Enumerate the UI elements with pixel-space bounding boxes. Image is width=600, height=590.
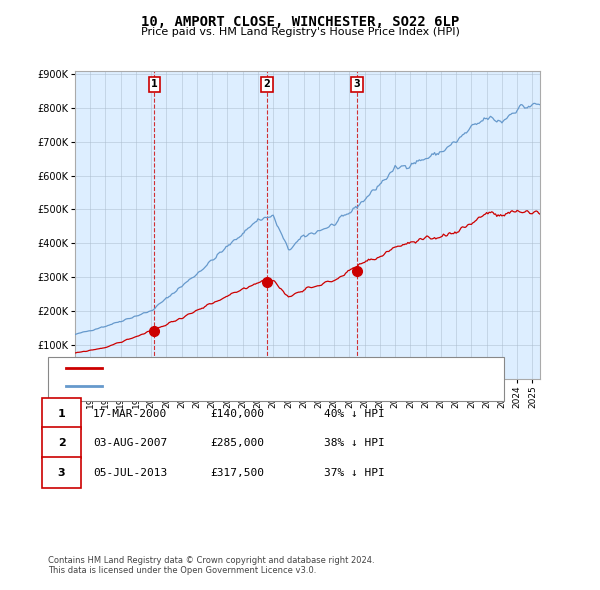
Text: 38% ↓ HPI: 38% ↓ HPI [324,438,385,448]
Text: 05-JUL-2013: 05-JUL-2013 [93,468,167,477]
Text: 10, AMPORT CLOSE, WINCHESTER, SO22 6LP (detached house): 10, AMPORT CLOSE, WINCHESTER, SO22 6LP (… [111,363,419,372]
Text: 3: 3 [354,79,361,89]
Text: 1: 1 [151,79,158,89]
Text: £140,000: £140,000 [210,409,264,418]
Text: 3: 3 [58,468,65,477]
Text: 37% ↓ HPI: 37% ↓ HPI [324,468,385,477]
Text: Price paid vs. HM Land Registry's House Price Index (HPI): Price paid vs. HM Land Registry's House … [140,27,460,37]
Text: 03-AUG-2007: 03-AUG-2007 [93,438,167,448]
Text: HPI: Average price, detached house, Winchester: HPI: Average price, detached house, Winc… [111,382,347,391]
Text: 2: 2 [58,438,65,448]
Text: 10, AMPORT CLOSE, WINCHESTER, SO22 6LP: 10, AMPORT CLOSE, WINCHESTER, SO22 6LP [141,15,459,29]
Text: 40% ↓ HPI: 40% ↓ HPI [324,409,385,418]
Text: 2: 2 [263,79,270,89]
Text: £317,500: £317,500 [210,468,264,477]
Text: Contains HM Land Registry data © Crown copyright and database right 2024.
This d: Contains HM Land Registry data © Crown c… [48,556,374,575]
Text: 1: 1 [58,409,65,418]
Text: 17-MAR-2000: 17-MAR-2000 [93,409,167,418]
Text: £285,000: £285,000 [210,438,264,448]
